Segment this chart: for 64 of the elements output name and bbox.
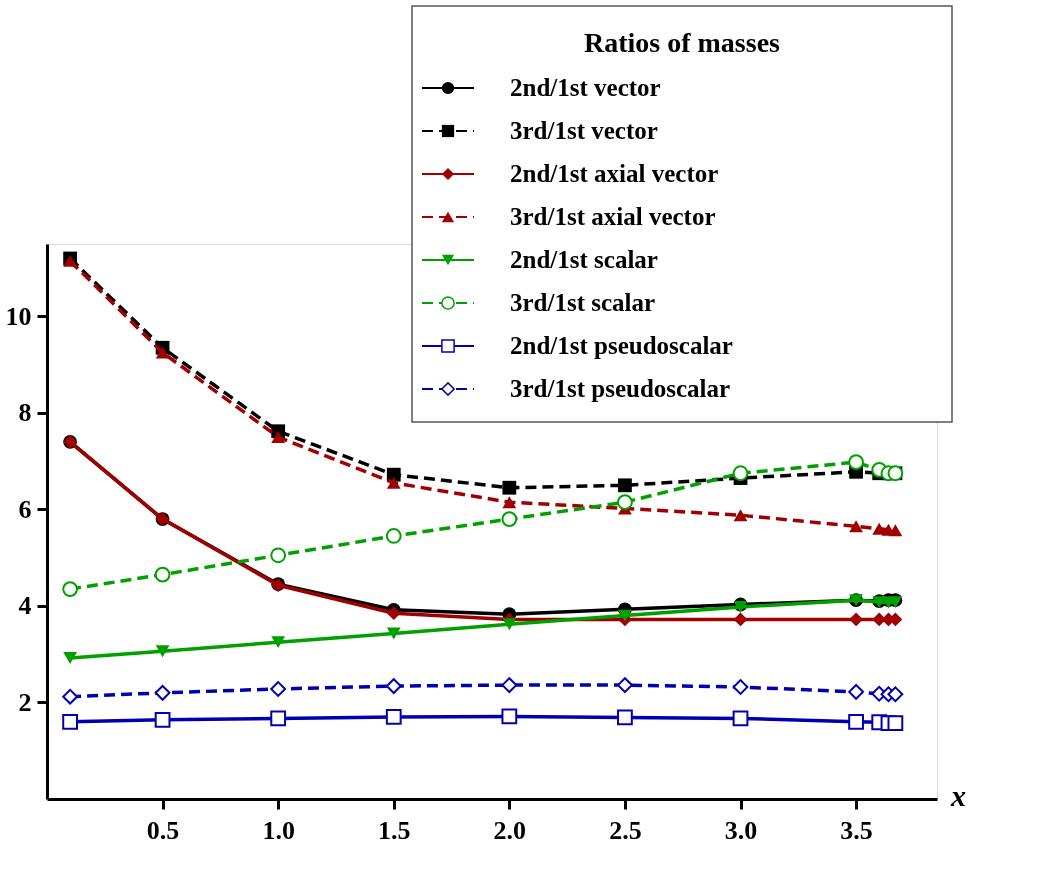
- point: [270, 710, 287, 727]
- y-tick-label: 6: [18, 494, 32, 524]
- point: [155, 645, 170, 658]
- legend-label: 2nd/1st scalar: [510, 246, 658, 273]
- x-tick-label: 2.0: [493, 815, 527, 845]
- legend-label: 2nd/1st axial vector: [510, 160, 719, 187]
- point: [502, 618, 517, 631]
- x-tick-label: 3.0: [724, 815, 758, 845]
- point: [271, 431, 286, 444]
- point: [385, 678, 402, 694]
- legend-title: Ratios of masses: [584, 27, 781, 58]
- point: [271, 636, 286, 649]
- point: [154, 711, 171, 728]
- point: [502, 496, 517, 509]
- point: [501, 511, 518, 527]
- x-axis-title: x: [950, 779, 966, 812]
- legend-label: 3rd/1st vector: [510, 117, 658, 144]
- x-tick-label: 1.0: [262, 815, 295, 845]
- point: [501, 708, 518, 725]
- x-tick-label: 2.5: [609, 815, 642, 845]
- point: [849, 612, 863, 627]
- legend-label: 3rd/1st scalar: [510, 289, 656, 316]
- point: [617, 677, 633, 693]
- point: [155, 346, 170, 359]
- x-tick-label: 0.5: [146, 815, 180, 845]
- y-tick-label: 4: [18, 591, 32, 621]
- point: [849, 520, 863, 533]
- point: [385, 528, 402, 544]
- legend-label: 2nd/1st pseudoscalar: [510, 332, 733, 359]
- point: [848, 683, 864, 700]
- y-tick-label: 10: [5, 301, 32, 331]
- legend-label: 3rd/1st axial vector: [510, 203, 716, 230]
- point: [887, 715, 904, 732]
- legend-label: 3rd/1st pseudoscalar: [510, 375, 731, 402]
- point: [62, 581, 79, 597]
- point: [385, 709, 402, 725]
- point: [733, 509, 748, 522]
- point: [386, 606, 401, 621]
- point: [270, 547, 287, 564]
- point: [618, 478, 632, 493]
- point: [502, 480, 517, 495]
- point: [618, 609, 632, 622]
- legend-label: 2nd/1st vector: [510, 74, 661, 101]
- point: [732, 679, 749, 695]
- point: [848, 454, 864, 471]
- point: [154, 684, 171, 701]
- y-tick-label: 2: [18, 687, 32, 717]
- point: [386, 627, 401, 640]
- point: [270, 681, 287, 697]
- point: [154, 566, 171, 583]
- y-tick-label: 8: [18, 398, 32, 428]
- point: [888, 524, 903, 537]
- point: [617, 494, 633, 511]
- x-tick-label: 3.5: [840, 815, 873, 845]
- point: [62, 713, 79, 730]
- point: [63, 652, 78, 665]
- point: [617, 709, 633, 726]
- point: [62, 688, 79, 705]
- point: [848, 713, 864, 730]
- point: [732, 465, 749, 482]
- point: [386, 476, 401, 489]
- x-tick-label: 1.5: [378, 815, 411, 845]
- point: [732, 710, 749, 727]
- point: [887, 686, 904, 703]
